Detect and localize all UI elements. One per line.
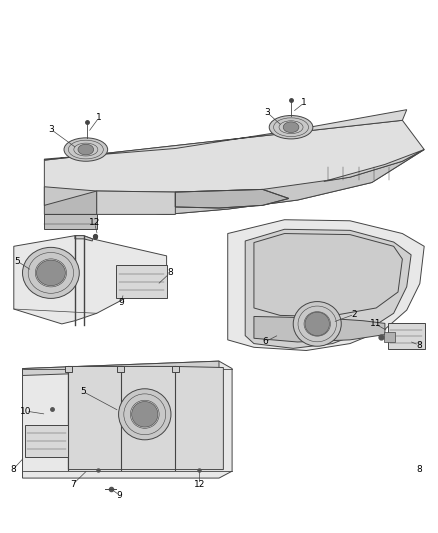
Polygon shape: [75, 236, 92, 241]
Ellipse shape: [119, 389, 171, 440]
FancyBboxPatch shape: [388, 324, 425, 349]
Polygon shape: [44, 120, 424, 214]
Polygon shape: [68, 367, 223, 470]
Text: 7: 7: [70, 480, 76, 489]
Text: 8: 8: [167, 269, 173, 277]
Polygon shape: [44, 150, 424, 214]
Text: 8: 8: [416, 341, 422, 350]
Polygon shape: [22, 361, 232, 478]
Text: 10: 10: [20, 407, 32, 416]
Ellipse shape: [132, 401, 158, 427]
Ellipse shape: [269, 116, 313, 139]
FancyBboxPatch shape: [384, 333, 395, 342]
Text: 5: 5: [80, 387, 86, 396]
Polygon shape: [14, 236, 166, 324]
Text: 9: 9: [117, 490, 122, 499]
Text: 1: 1: [96, 113, 102, 122]
Text: 5: 5: [14, 257, 20, 265]
Polygon shape: [228, 220, 424, 351]
Ellipse shape: [22, 247, 79, 298]
Text: 3: 3: [48, 125, 54, 134]
Polygon shape: [175, 189, 289, 208]
Polygon shape: [65, 367, 72, 372]
Text: 12: 12: [89, 219, 100, 228]
Polygon shape: [44, 214, 97, 229]
Polygon shape: [254, 233, 403, 317]
Text: 1: 1: [301, 98, 307, 107]
Text: 9: 9: [118, 298, 124, 307]
Text: 2: 2: [352, 310, 357, 319]
Ellipse shape: [78, 144, 94, 155]
Polygon shape: [254, 317, 385, 342]
FancyBboxPatch shape: [25, 425, 68, 457]
Polygon shape: [324, 150, 424, 181]
Ellipse shape: [283, 122, 299, 133]
Polygon shape: [44, 110, 407, 160]
Ellipse shape: [293, 302, 341, 346]
FancyBboxPatch shape: [117, 265, 166, 298]
Text: 8: 8: [10, 465, 16, 474]
Text: 8: 8: [416, 465, 422, 474]
Polygon shape: [97, 191, 175, 214]
Ellipse shape: [36, 260, 65, 286]
Polygon shape: [245, 229, 411, 349]
Polygon shape: [22, 361, 219, 375]
Text: 11: 11: [370, 319, 381, 328]
Polygon shape: [44, 191, 97, 214]
Text: 3: 3: [264, 108, 270, 117]
Polygon shape: [117, 367, 124, 372]
Ellipse shape: [64, 138, 108, 161]
Polygon shape: [172, 367, 179, 372]
Text: 6: 6: [262, 337, 268, 346]
Ellipse shape: [305, 312, 329, 336]
Text: 12: 12: [194, 480, 205, 489]
